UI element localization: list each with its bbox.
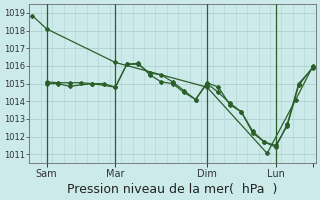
X-axis label: Pression niveau de la mer(  hPa  ): Pression niveau de la mer( hPa ) [68,183,278,196]
